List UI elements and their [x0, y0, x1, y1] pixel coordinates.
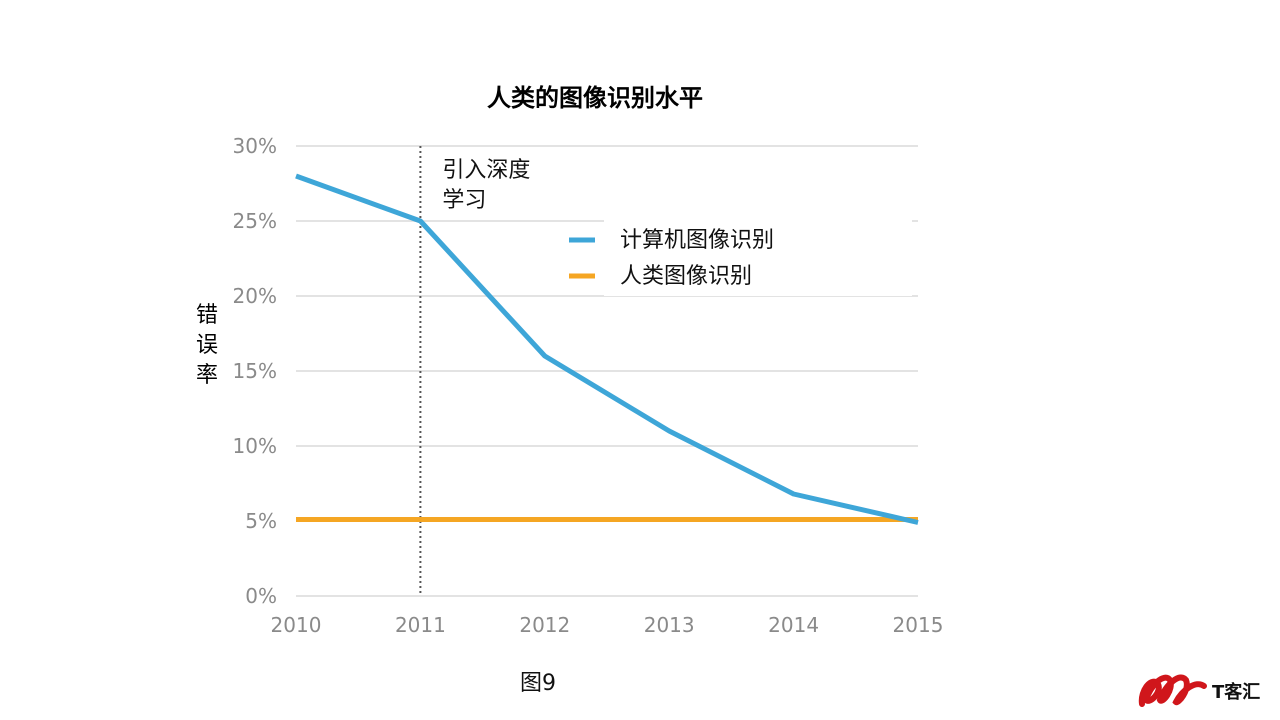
figure-caption: 图9: [520, 671, 556, 696]
y-tick-label: 30%: [233, 134, 277, 158]
logo-text: T客汇: [1212, 681, 1260, 703]
x-tick-label: 2012: [519, 613, 570, 637]
legend-label: 计算机图像识别: [620, 228, 774, 253]
series-group: [295, 173, 919, 525]
x-tick-label: 2014: [768, 613, 819, 637]
y-tick-label: 5%: [245, 509, 277, 533]
legend-label: 人类图像识别: [620, 264, 752, 289]
chart-title: 人类的图像识别水平: [487, 84, 703, 112]
series-line: [295, 173, 919, 525]
x-tick-label: 2013: [644, 613, 695, 637]
deep-learning-annotation: 引入深度学习: [442, 158, 530, 213]
y-tick-label: 25%: [233, 209, 277, 233]
legend-box: [604, 220, 912, 296]
y-tick-label: 10%: [233, 434, 277, 458]
x-axis-ticks: 2010 2011 2012 2013 2014 2015: [271, 613, 944, 637]
logo: T客汇: [1138, 674, 1260, 707]
logo-mark-icon: [1138, 674, 1207, 707]
y-tick-label: 0%: [245, 584, 277, 608]
y-axis-ticks: 0% 5% 10% 15% 20% 25% 30%: [233, 134, 277, 608]
y-axis-label: 错误率: [196, 303, 218, 388]
x-tick-label: 2015: [893, 613, 944, 637]
grid: [296, 145, 918, 597]
x-tick-label: 2011: [395, 613, 446, 637]
x-tick-label: 2010: [271, 613, 322, 637]
y-tick-label: 20%: [233, 284, 277, 308]
y-tick-label: 15%: [233, 359, 277, 383]
